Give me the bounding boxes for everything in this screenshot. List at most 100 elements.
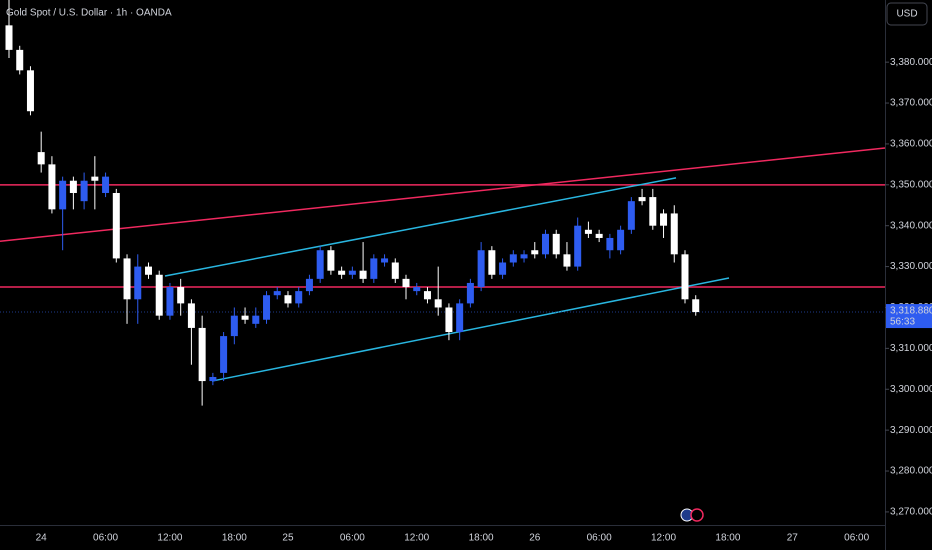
event-flag[interactable] (690, 508, 704, 522)
candle-body (209, 376, 217, 382)
y-tick-label: 3,360.000 (890, 139, 932, 150)
candle-body (295, 291, 303, 304)
candle-body (37, 152, 45, 165)
candle-body (305, 278, 313, 292)
candle-body (155, 274, 163, 316)
x-tick-label: 12:00 (157, 533, 182, 544)
y-tick-label: 3,280.000 (890, 466, 932, 477)
candle-body (284, 295, 292, 304)
candle-body (230, 315, 238, 337)
trend-line (164, 177, 677, 277)
y-tick-label: 3,340.000 (890, 220, 932, 231)
candle-body (542, 233, 549, 255)
x-tick-label: 18:00 (715, 533, 740, 544)
candle-body (273, 291, 281, 296)
candle-body (123, 258, 131, 300)
candle-body (48, 164, 56, 210)
candle-body (423, 291, 431, 300)
countdown-label: 56:33 (890, 317, 915, 328)
x-tick-label: 18:00 (222, 533, 247, 544)
last-price-box (886, 304, 932, 329)
x-tick-label: 27 (787, 533, 799, 544)
candle-body (584, 229, 592, 234)
candle-body (681, 254, 689, 300)
candle-body (80, 180, 88, 202)
candle-body (198, 327, 206, 382)
candle-body (531, 250, 539, 255)
candle-body (595, 233, 603, 238)
candle-body (252, 315, 260, 324)
candle-body (627, 201, 635, 230)
candle-body (466, 282, 474, 304)
candle-body (509, 254, 517, 263)
trend-line (211, 277, 730, 382)
candle-body (488, 250, 496, 275)
candle-body (520, 254, 528, 259)
event-icons[interactable] (680, 508, 704, 522)
x-tick-label: 18:00 (469, 533, 494, 544)
candle-body (348, 270, 356, 275)
candle-body (660, 213, 668, 226)
x-tick-label: 26 (529, 533, 541, 544)
candle-body (370, 258, 378, 279)
y-tick-label: 3,290.000 (890, 425, 932, 436)
candle-body (316, 250, 324, 279)
candle-body (638, 197, 646, 202)
candle-body (477, 250, 485, 288)
x-tick-label: 24 (36, 533, 48, 544)
candle-body (112, 192, 120, 259)
chart-title: Gold Spot / U.S. Dollar · 1h · OANDA (6, 8, 172, 19)
candle-body (434, 299, 442, 308)
x-tick-label: 12:00 (404, 533, 429, 544)
x-tick-label: 06:00 (93, 533, 118, 544)
candle-body (563, 254, 571, 267)
y-tick-label: 3,370.000 (890, 98, 932, 109)
candle-body (327, 250, 335, 271)
y-tick-label: 3,380.000 (890, 57, 932, 68)
currency-label[interactable]: USD (896, 9, 917, 20)
candle-body (670, 213, 678, 255)
currency-button[interactable] (886, 2, 928, 26)
candle-body (692, 299, 700, 313)
x-tick-label: 06:00 (587, 533, 612, 544)
x-tick-label: 25 (282, 533, 294, 544)
y-tick-label: 3,300.000 (890, 384, 932, 395)
candle-body (220, 336, 228, 373)
candle-body (338, 270, 346, 275)
candle-body (102, 176, 110, 193)
candle-body (413, 287, 421, 292)
candle-body (499, 262, 507, 275)
candle-body (187, 303, 195, 328)
y-tick-label: 3,330.000 (890, 261, 932, 272)
candle-body (241, 315, 249, 320)
x-tick-label: 12:00 (651, 533, 676, 544)
candle-body (359, 270, 367, 279)
candle-body (456, 303, 464, 333)
candle-body (26, 70, 34, 112)
candle-body (552, 233, 560, 255)
candle-body (606, 237, 614, 251)
candle-body (617, 229, 625, 251)
candle-body (649, 197, 657, 226)
candle-body (402, 278, 410, 288)
candle-body (134, 266, 142, 300)
candle-body (5, 25, 13, 50)
last-price-label: 3,318.880 (890, 306, 932, 317)
candle-body (166, 287, 174, 316)
candle-body (144, 266, 152, 275)
candle-body (177, 287, 185, 304)
candle-body (91, 176, 99, 181)
x-tick-label: 06:00 (340, 533, 365, 544)
candle-body (69, 180, 77, 193)
candle-body (391, 262, 399, 279)
candle-body (16, 49, 24, 71)
trend-line (0, 147, 886, 242)
candle-body (263, 295, 271, 320)
x-tick-label: 06:00 (844, 533, 869, 544)
candle-body (381, 258, 389, 263)
candle-body (59, 180, 67, 210)
candle-body (574, 225, 582, 267)
y-tick-label: 3,310.000 (890, 343, 932, 354)
